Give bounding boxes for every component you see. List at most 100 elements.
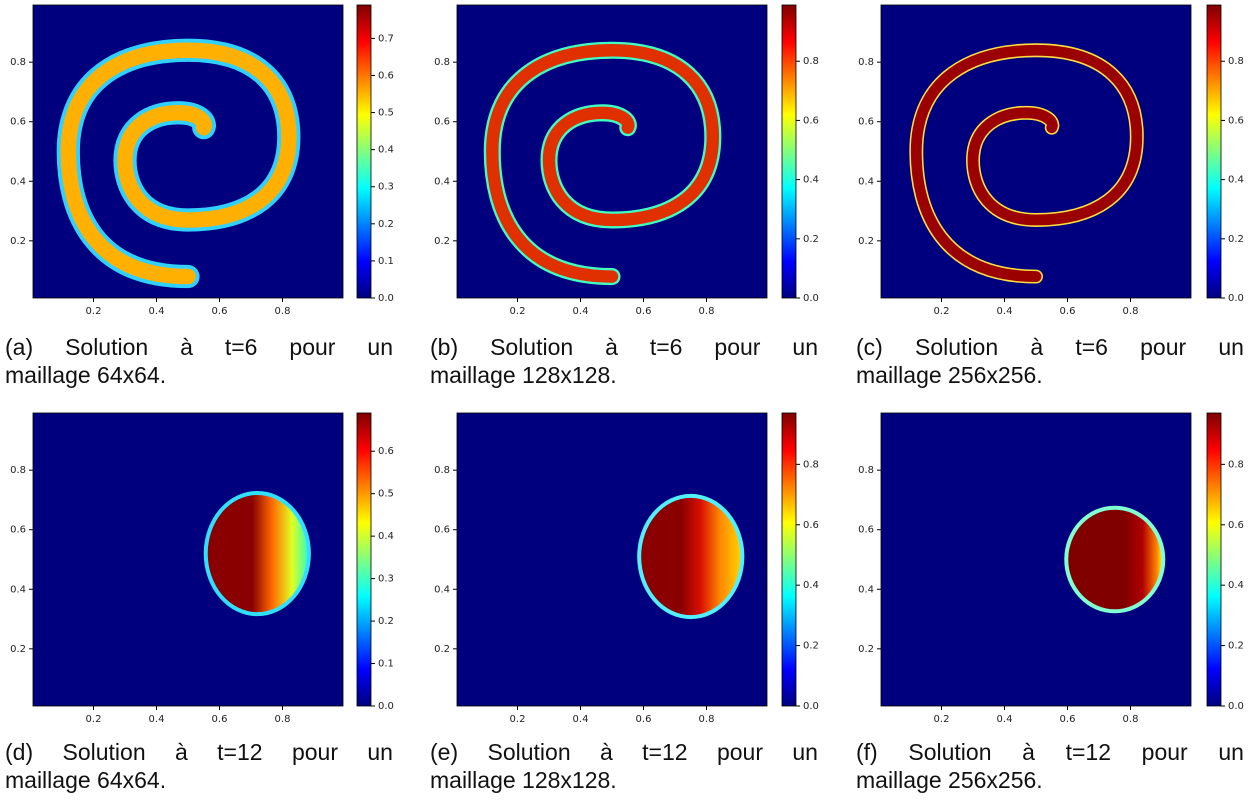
colorbar [1206,4,1222,299]
caption-label: (d) [5,739,34,765]
colorbar-tick-label: 0.6 [1228,115,1244,126]
colorbar-tick-label: 0.6 [803,520,819,531]
spiral-field [60,42,297,285]
caption-word: Solution [908,739,992,765]
colorbar-tick-label: 0.1 [378,256,394,267]
caption-line: maillage 64x64. [5,767,167,793]
axes-frame [880,412,1192,707]
colorbar-tick-label: 0.5 [378,489,394,500]
caption: (f) Solution à t=12 pour un maillage 256x256. [856,738,1244,794]
colorbar-tick-label: 0.0 [378,701,394,712]
x-tick-label: 0.6 [1060,306,1076,317]
y-tick-label: 0.8 [434,57,450,68]
colorbar-tick-label: 0.2 [378,219,394,230]
colorbar-tick-label: 0.4 [803,175,819,186]
x-tick-label: 0.4 [149,714,165,725]
caption-label: (c) [856,334,883,360]
y-tick-label: 0.4 [10,176,26,187]
y-tick-label: 0.6 [434,525,450,536]
caption-word: pour [289,334,336,360]
colorbar [356,4,372,299]
colorbar-tick-label: 0.2 [803,234,819,245]
caption-word: t=6 [224,334,258,360]
colorbar [356,412,372,707]
y-tick-label: 0.2 [10,236,26,247]
y-tick-label: 0.6 [434,117,450,128]
y-tick-label: 0.4 [10,584,26,595]
panel: 0.2 0.4 0.6 0.8 0.2 0.4 0.6 0.8 0.0 0.2 0.4 0.6 0.8 [434,4,819,317]
blob-field [641,497,741,616]
colorbar-tick-label: 0.2 [1228,641,1244,652]
caption-line: maillage 256x256. [856,362,1043,388]
blob-field [1068,509,1162,610]
caption-line: (d) Solution à t=12 pour un [5,738,393,766]
x-tick-label: 0.6 [212,714,228,725]
y-tick-label: 0.8 [10,465,26,476]
caption-word: à [605,334,618,360]
panel: 0.2 0.4 0.6 0.8 0.2 0.4 0.6 0.8 0.0 0.1 0.2 0.3 0.4 0… [10,412,394,725]
y-tick-label: 0.4 [858,584,874,595]
y-tick-label: 0.6 [10,117,26,128]
caption-line: maillage 128x128. [430,767,617,793]
y-tick-label: 0.8 [10,57,26,68]
colorbar-tick-label: 0.2 [1228,234,1244,245]
caption-word: t=12 [217,739,263,765]
colorbar-tick-label: 0.0 [378,293,394,304]
colorbar-tick-label: 0.6 [378,446,394,457]
colorbar-tick-label: 0.4 [1228,580,1244,591]
caption: (a) Solution à t=6 pour un maillage 64x64. [5,333,393,389]
x-tick-label: 0.4 [997,714,1013,725]
y-tick-label: 0.8 [434,465,450,476]
caption-line: (b) Solution à t=6 pour un [430,333,818,361]
x-tick-label: 0.8 [699,306,715,317]
x-tick-label: 0.2 [934,714,950,725]
x-tick-label: 0.8 [1123,714,1139,725]
colorbar-tick-label: 0.2 [378,616,394,627]
colorbar-tick-label: 0.2 [803,641,819,652]
colorbar-tick-label: 0.8 [803,459,819,470]
colorbar-tick-label: 0.6 [803,115,819,126]
caption: (b) Solution à t=6 pour un maillage 128x128. [430,333,818,389]
caption-word: un [792,739,818,765]
axes-frame [32,412,344,707]
caption-word: à [180,334,193,360]
colorbar [1206,412,1222,707]
colorbar-tick-label: 0.4 [1228,175,1244,186]
caption-line: maillage 128x128. [430,362,617,388]
colorbar-tick-label: 0.6 [1228,520,1244,531]
caption-word: t=12 [642,739,688,765]
caption-word: pour [714,334,761,360]
x-tick-label: 0.6 [636,714,652,725]
y-tick-label: 0.2 [858,644,874,655]
caption-word: Solution [915,334,999,360]
axes-frame [32,4,344,299]
y-tick-label: 0.2 [858,236,874,247]
caption-word: t=12 [1065,739,1112,765]
colorbar-tick-label: 0.4 [803,580,819,591]
colorbar-tick-label: 0.7 [378,33,394,44]
caption-word: Solution [62,739,146,765]
colorbar-tick-label: 0.8 [1228,56,1244,67]
panel: 0.2 0.4 0.6 0.8 0.2 0.4 0.6 0.8 0.0 0.2 0.4 0.6 0.8 [858,412,1244,725]
caption-line: (f) Solution à t=12 pour un [856,738,1244,766]
caption-word: pour [716,739,763,765]
caption-line: (c) Solution à t=6 pour un [856,333,1244,361]
x-tick-label: 0.2 [510,306,526,317]
caption-word: un [367,739,393,765]
caption: (d) Solution à t=12 pour un maillage 64x64. [5,738,393,794]
caption-label: (f) [856,739,878,765]
axes-frame [456,412,768,707]
panel: 0.2 0.4 0.6 0.8 0.2 0.4 0.6 0.8 0.0 0.2 0.4 0.6 0.8 [434,412,819,725]
caption-word: un [1218,334,1244,360]
caption-label: (e) [430,739,459,765]
caption-word: pour [1141,739,1188,765]
caption-label: (b) [430,334,459,360]
colorbar [781,412,797,707]
x-tick-label: 0.4 [997,306,1013,317]
caption-line: maillage 64x64. [5,362,167,388]
colorbar-tick-label: 0.6 [378,70,394,81]
colorbar-tick-label: 0.1 [378,659,394,670]
caption-word: Solution [487,739,571,765]
axes-frame [456,4,768,299]
